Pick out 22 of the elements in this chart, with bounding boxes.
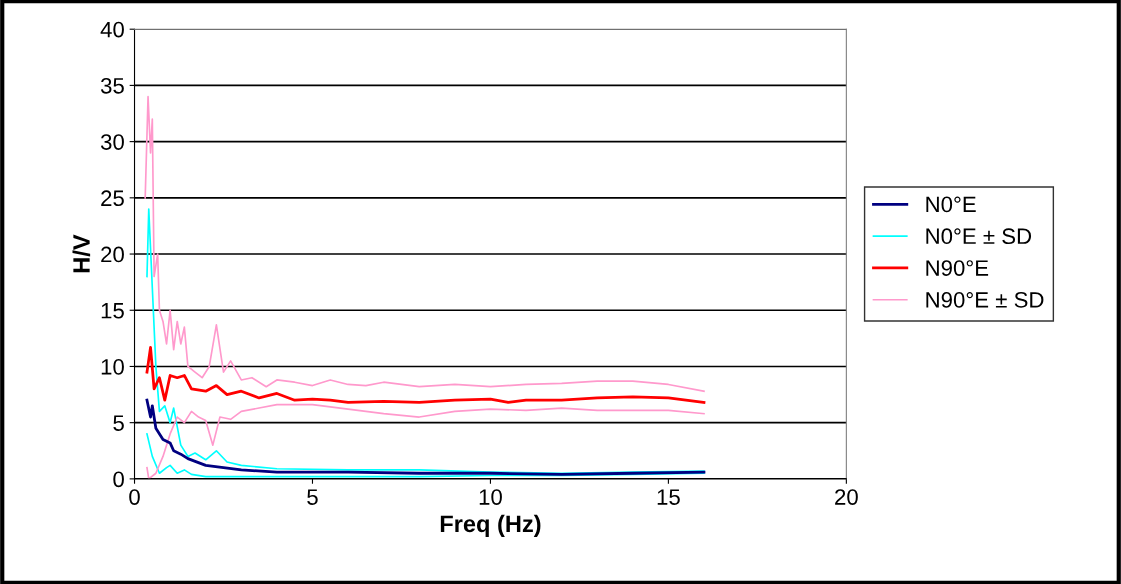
legend-label: N0°E <box>926 196 976 213</box>
line-series <box>144 95 705 393</box>
x-tick-label: 10 <box>479 489 502 505</box>
line-series <box>145 345 706 404</box>
y-tick-label: 20 <box>101 246 124 263</box>
y-tick-label: 15 <box>101 303 124 319</box>
y-tick-label: 5 <box>113 415 124 431</box>
legend-label: N90°E ± SD <box>926 292 1044 308</box>
y-tick-label: 35 <box>100 77 124 94</box>
legend-label: N0°E ± SD <box>926 228 1032 245</box>
x-tick-label: 0 <box>129 489 140 505</box>
x-tick-label: 5 <box>307 489 318 505</box>
y-tick-label: 10 <box>101 358 124 375</box>
legend-label: N90°E <box>926 260 989 276</box>
y-tick-label: 40 <box>100 21 124 38</box>
y-tick-label: 25 <box>101 190 124 207</box>
x-axis-title: Freq (Hz) <box>440 514 541 537</box>
y-axis-title: H/V <box>72 234 91 273</box>
x-tick-label: 20 <box>835 489 858 505</box>
y-tick-label: 0 <box>113 471 124 488</box>
y-tick-label: 30 <box>100 134 124 150</box>
x-tick-label: 15 <box>657 489 680 505</box>
